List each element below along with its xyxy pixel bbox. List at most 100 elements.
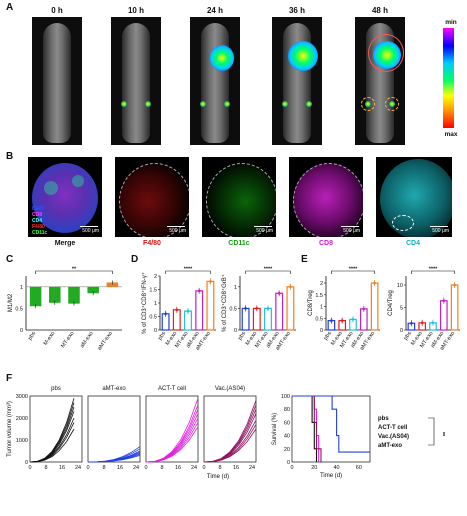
y-axis-title: CD8/Treg: [308, 290, 314, 316]
y-axis-title: % of CD3⁺CD8⁺IFN-γ⁺: [141, 272, 148, 334]
bar: [370, 282, 379, 331]
significance-bracket: [411, 270, 455, 274]
significance-marker: ****: [264, 267, 273, 273]
lymph-node-signal: [224, 101, 230, 107]
chart-m1-m2: 1 0.5 0 pbs M-exo MT-exo aM-exo aMT-exo ** M1/M2: [8, 267, 122, 352]
tick-label: 1: [234, 285, 237, 291]
scale-bar-label: 500 μm: [343, 228, 360, 234]
data-point: [244, 307, 247, 310]
survival-curve: [292, 395, 370, 453]
data-point: [362, 307, 366, 311]
scale-bar-label: 500 μm: [432, 228, 449, 234]
bar: [286, 286, 295, 331]
scale-bar-label: 500 μm: [169, 228, 186, 234]
micrograph-f480: 500 μm: [115, 157, 189, 237]
significance-marker: ****: [429, 267, 438, 273]
scale-bar: [430, 226, 448, 227]
scale-bar: [167, 226, 185, 227]
category-label: M-exo: [43, 331, 57, 347]
micrograph-label: CD11c: [228, 240, 250, 247]
micrograph-label: CD8: [318, 240, 333, 247]
ivis-image-10h: [111, 17, 161, 145]
chart-cd4-treg: 0510pbsM-exoMT-exoaM-exoaMT-exo****CD4/T…: [388, 267, 460, 352]
tick-label: 0: [154, 328, 157, 334]
growth-curve: [87, 455, 141, 463]
tick-label: 8: [160, 465, 163, 471]
micrograph-label: Merge: [54, 240, 76, 247]
tick-label: 100: [281, 394, 290, 400]
tick-label: 1.5: [315, 293, 323, 299]
significance-marker: ****: [184, 267, 193, 273]
tick-label: 5: [400, 306, 403, 312]
data-point: [175, 308, 179, 312]
ivis-image-48h: [355, 17, 405, 145]
significance-bracket: [245, 270, 291, 274]
tick-label: 1.5: [149, 288, 157, 294]
lymph-node-highlight-circle: [385, 97, 399, 111]
panel-label-f: F: [6, 373, 13, 384]
group-title: aMT-exo: [102, 386, 126, 392]
tick-label: 0: [144, 465, 147, 471]
tumor-signal: [210, 45, 234, 71]
tick-label: 0: [25, 460, 28, 466]
timepoint-label: 48 h: [371, 6, 388, 15]
tick-label: 0.5: [229, 306, 237, 312]
tick-label: 20: [311, 465, 317, 471]
tick-label: 16: [117, 465, 123, 471]
group-title: Vac.(AS04): [215, 386, 245, 392]
legend-entry: ACT-T cell: [378, 425, 408, 431]
data-point: [373, 281, 376, 285]
tissue-outline: [119, 163, 189, 237]
plot-frame: [29, 395, 83, 463]
tissue-outline: [206, 163, 276, 237]
category-label: aM-exo: [79, 331, 94, 349]
tick-label: 10: [397, 283, 403, 289]
category-label: pbs: [237, 331, 247, 342]
lymph-node-signal: [121, 101, 127, 107]
tick-label: 3000: [16, 394, 28, 400]
data-point: [453, 283, 456, 287]
mouse-xray: [201, 23, 229, 143]
data-point: [340, 319, 344, 322]
mouse-xray: [122, 23, 150, 143]
tick-label: 0: [86, 465, 89, 471]
legend-entry: pbs: [378, 416, 389, 422]
tick-label: 0.5: [315, 316, 323, 322]
y-axis-title: CD4/Treg: [388, 290, 394, 316]
colorbar-max-label: min: [445, 19, 457, 26]
panel-label-e: E: [301, 254, 308, 265]
tick-label: 0.5: [15, 306, 23, 312]
tick-label: 16: [175, 465, 181, 471]
tick-label: 24: [133, 465, 139, 471]
bar: [68, 286, 80, 304]
tick-label: 16: [59, 465, 65, 471]
significance-bracket: [331, 270, 375, 274]
tick-label: 60: [284, 420, 290, 426]
bar: [49, 286, 61, 303]
micrograph-cd11c: 500 μm: [202, 157, 276, 237]
lymph-node-signal: [282, 101, 288, 107]
scale-bar: [254, 226, 272, 227]
tick-label: 2: [320, 281, 323, 287]
legend-entry: aMT-exo: [378, 443, 402, 449]
timepoint-label: 36 h: [288, 6, 305, 15]
category-label: aMT-exo: [97, 331, 114, 352]
mouse-xray: [43, 23, 71, 143]
tumor-signal: [288, 41, 318, 71]
ivis-image-24h: [190, 17, 240, 145]
micrograph-cd4: 500 μm: [376, 157, 452, 237]
survival-curve: [292, 395, 318, 462]
colorbar: [443, 28, 454, 128]
plot-frame: [87, 395, 141, 463]
ivis-image-0h: [32, 17, 82, 145]
chart-cd8-treg: 00.511.52pbsM-exoMT-exoaM-exoaMT-exo****…: [308, 267, 380, 352]
lymph-node-highlight-circle: [361, 97, 375, 111]
y-axis-title: M1/M2: [8, 293, 14, 312]
tick-label: 0: [20, 328, 23, 334]
tissue-nodule: [44, 181, 58, 195]
bar: [206, 280, 215, 331]
bar: [439, 300, 448, 331]
tumor-highlight-circle: [368, 34, 404, 72]
channel-label: DAPI: [32, 206, 44, 212]
